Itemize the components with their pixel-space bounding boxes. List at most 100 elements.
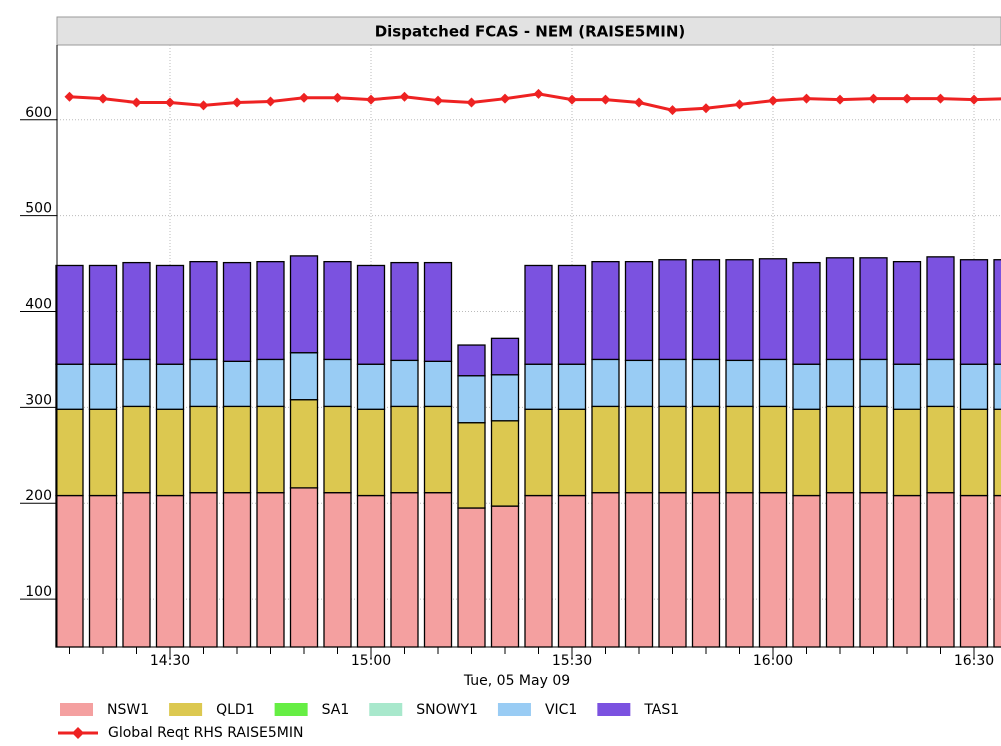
bar-segment: [222, 360, 252, 408]
line-marker: [265, 96, 276, 107]
bar-segment: [55, 264, 84, 365]
bar-segment: [423, 360, 453, 408]
bar-segment: [155, 264, 185, 365]
bar-segment: [356, 494, 386, 648]
bar-segment: [792, 363, 821, 410]
bar-segment: [591, 492, 620, 648]
x-axis-label: Tue, 05 May 09: [463, 673, 570, 689]
bar-segment: [55, 363, 84, 410]
bar-segment: [323, 358, 352, 408]
bar-segment: [825, 492, 855, 648]
line-marker: [64, 91, 75, 102]
bar-segment: [691, 492, 721, 648]
bar-segment: [993, 494, 1001, 648]
line-marker: [299, 92, 309, 103]
bar-segment: [825, 257, 855, 361]
bar-segment: [758, 492, 788, 648]
bar-segment: [457, 507, 486, 648]
line-marker: [98, 93, 108, 104]
bar-segment: [892, 494, 922, 648]
bar-segment: [725, 405, 754, 494]
bar-segment: [859, 358, 888, 408]
bar-segment: [926, 256, 955, 361]
bar-segment: [356, 363, 386, 410]
x-tick-label: 16:30: [954, 653, 994, 669]
line-marker: [835, 94, 845, 105]
bar-segment: [825, 405, 855, 494]
bar-segment: [88, 408, 118, 497]
legend-label: VIC1: [545, 702, 577, 718]
bar-segment: [557, 363, 587, 410]
bar-segment: [691, 358, 721, 408]
bar-segment: [122, 358, 151, 408]
bar-segment: [758, 258, 788, 361]
bar-segment: [557, 264, 587, 365]
legend-label: QLD1: [216, 702, 255, 718]
bar-segment: [591, 358, 620, 408]
bar-segment: [691, 259, 721, 361]
bar-segment: [591, 260, 620, 361]
line-marker: [533, 88, 544, 99]
bar-segment: [691, 405, 721, 494]
bar-segment: [490, 420, 520, 507]
bar-segment: [591, 405, 620, 494]
bar-segment: [792, 261, 821, 365]
bar-segment: [356, 264, 386, 365]
bar-segment: [490, 337, 520, 376]
legend-marker: [72, 727, 84, 739]
line-marker: [433, 95, 443, 106]
line-marker: [969, 94, 979, 105]
bar-segment: [490, 505, 520, 648]
y-tick-label: 300: [25, 392, 52, 408]
line-marker: [868, 93, 879, 104]
legend-label: SA1: [322, 702, 350, 718]
bar-segment: [524, 363, 553, 410]
bar-segment: [390, 405, 419, 494]
bar-segment: [524, 264, 553, 365]
bar-segment: [189, 358, 218, 408]
x-tick-label: 15:30: [552, 653, 592, 669]
bar-segment: [55, 408, 84, 497]
legend-swatch: [274, 703, 308, 716]
bar-segment: [624, 492, 654, 648]
bar-segment: [390, 359, 419, 408]
legend-label: TAS1: [643, 702, 679, 718]
line-marker: [701, 103, 711, 114]
legend-label: Global Reqt RHS RAISE5MIN: [108, 725, 303, 741]
bar-segment: [289, 487, 319, 648]
bar-segment: [557, 494, 587, 648]
bar-segment: [88, 494, 118, 648]
line-marker: [165, 97, 175, 108]
bar-segment: [457, 344, 486, 377]
line-marker: [667, 105, 678, 116]
line-marker: [198, 100, 209, 111]
bar-segment: [959, 408, 989, 497]
x-tick-label: 15:00: [351, 653, 391, 669]
bar-segment: [323, 405, 352, 494]
bar-segment: [490, 374, 520, 422]
bar-segment: [959, 259, 989, 365]
y-tick-label: 600: [25, 105, 52, 121]
bar-segment: [859, 405, 888, 494]
bar-segment: [959, 363, 989, 410]
bar-segment: [122, 405, 151, 494]
bar-segment: [457, 375, 486, 424]
bar-segment: [524, 494, 553, 648]
bar-segment: [423, 261, 453, 362]
bar-segment: [289, 352, 319, 401]
bar-segment: [725, 259, 754, 362]
bar-segment: [289, 399, 319, 489]
bar-segment: [256, 358, 285, 408]
legend-swatch: [369, 703, 403, 716]
bar-segment: [658, 259, 687, 361]
bar-segment: [256, 492, 285, 648]
bar-segment: [457, 422, 486, 509]
bar-segment: [758, 358, 788, 408]
bar-segment: [993, 363, 1001, 410]
y-tick-label: 400: [25, 296, 52, 312]
bar-segment: [658, 405, 687, 494]
bar-segment: [122, 492, 151, 648]
bar-segment: [624, 260, 654, 362]
